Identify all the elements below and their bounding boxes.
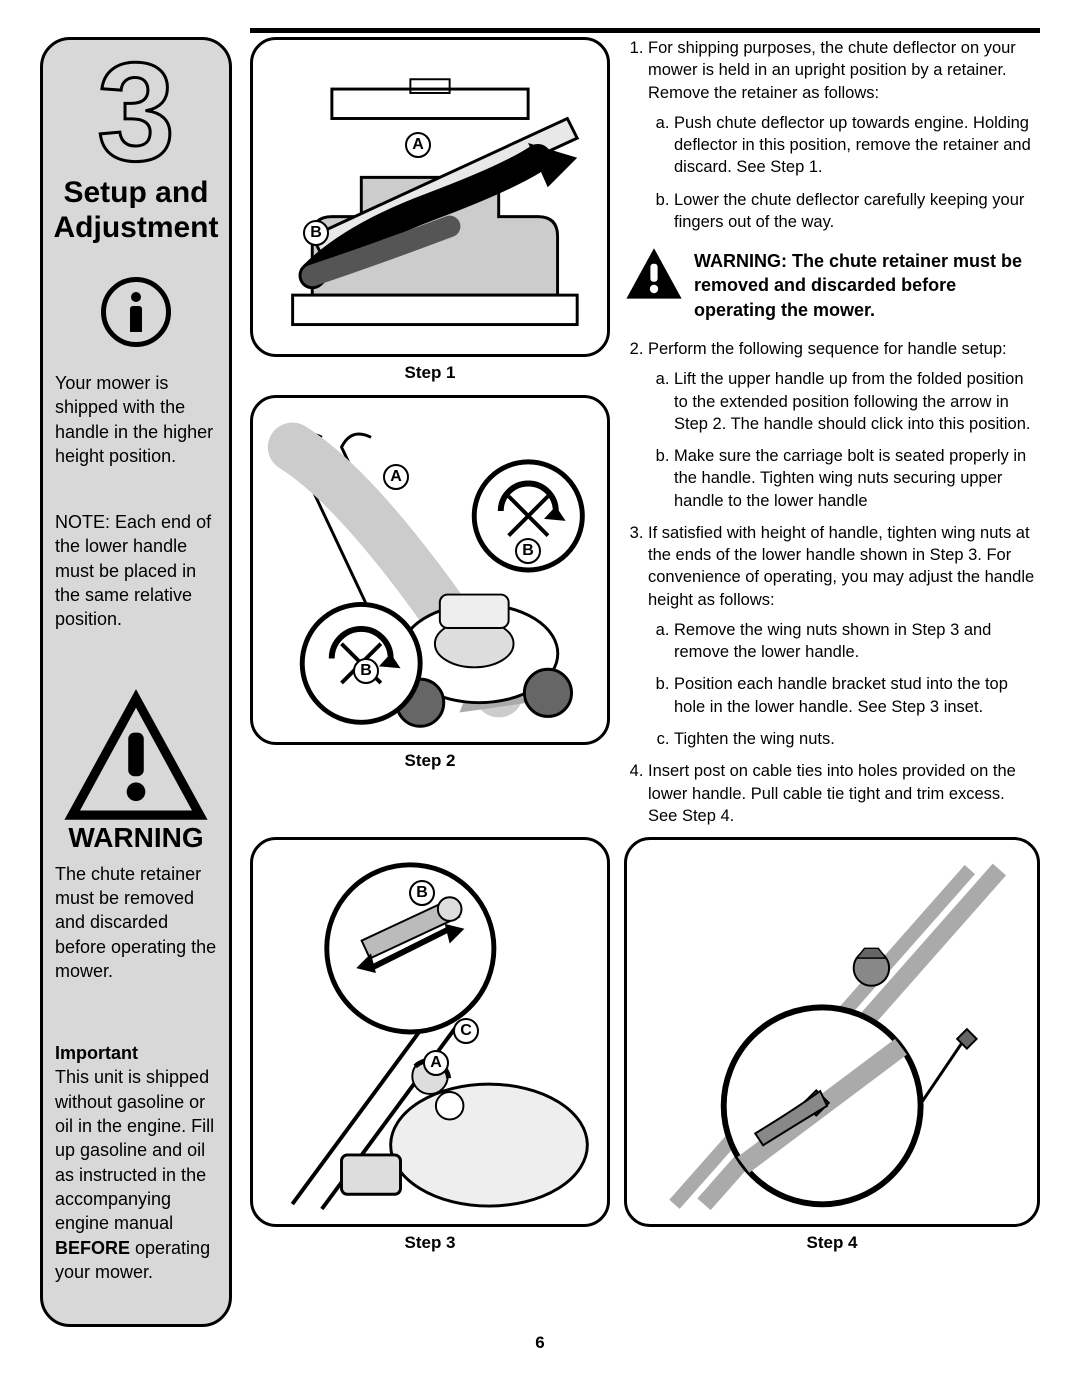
section-title: Setup and Adjustment (54, 176, 219, 245)
figure-step2: A B B (250, 395, 610, 745)
figure-column: A B Step 1 (250, 37, 610, 837)
instr-3-sublist: Remove the wing nuts shown in Step 3 and… (648, 619, 1036, 750)
instr-3-text: If satisfied with height of handle, tigh… (648, 524, 1034, 609)
inline-warning-text: WARNING: The chute retainer must be remo… (694, 247, 1036, 322)
main-area: A B Step 1 (250, 37, 1040, 1327)
important-label: Important (55, 1043, 138, 1063)
instr-4: Insert post on cable ties into holes pro… (648, 760, 1036, 827)
callout-A: A (405, 132, 431, 158)
section-title-line1: Setup and (63, 176, 208, 209)
inline-warning: WARNING: The chute retainer must be remo… (624, 247, 1036, 322)
info-icon-dot (131, 292, 141, 302)
instr-3: If satisfied with height of handle, tigh… (648, 522, 1036, 750)
info-icon-stem (130, 306, 142, 332)
instr-1-sublist: Push chute deflector up towards engine. … (648, 112, 1036, 233)
callout-B: B (303, 220, 329, 246)
important-pre: This unit is shipped without gasoline or… (55, 1067, 214, 1233)
sidebar-intro: Your mower is shipped with the handle in… (55, 371, 217, 468)
section-title-line2: Adjustment (54, 211, 219, 244)
step4-label: Step 4 (624, 1233, 1040, 1253)
callout-B3: B (409, 880, 435, 906)
sidebar-note: NOTE: Each end of the lower handle must … (55, 510, 217, 631)
sidebar-warning-text: The chute retainer must be removed and d… (55, 862, 217, 983)
instr-2-sublist: Lift the upper handle up from the folded… (648, 368, 1036, 512)
warning-heading: WARNING (68, 822, 203, 854)
instr-2: Perform the following sequence for handl… (648, 338, 1036, 512)
callout-B2b: B (353, 658, 379, 684)
step1-illustration (253, 40, 607, 354)
callout-C3: C (453, 1018, 479, 1044)
info-icon (101, 277, 171, 347)
figure-step3: B C A (250, 837, 610, 1227)
section-number: 3 (97, 42, 175, 182)
instruction-text: For shipping purposes, the chute deflect… (624, 37, 1040, 837)
warning-triangle-icon (56, 686, 216, 826)
instr-1: For shipping purposes, the chute deflect… (648, 37, 1036, 233)
step2-illustration (253, 398, 607, 742)
instruction-list: For shipping purposes, the chute deflect… (624, 37, 1036, 233)
page-number: 6 (40, 1333, 1040, 1353)
step3-label: Step 3 (250, 1233, 610, 1253)
top-rule (250, 28, 1040, 33)
instr-1a: Push chute deflector up towards engine. … (674, 112, 1036, 179)
sidebar: 3 Setup and Adjustment Your mower is shi… (40, 37, 232, 1327)
instr-2-text: Perform the following sequence for handl… (648, 340, 1007, 358)
instr-1-text: For shipping purposes, the chute deflect… (648, 39, 1016, 102)
callout-A3: A (423, 1050, 449, 1076)
step4-illustration (627, 840, 1037, 1224)
instr-2b: Make sure the carriage bolt is seated pr… (674, 445, 1036, 512)
important-bold: BEFORE (55, 1238, 130, 1258)
manual-page: 3 Setup and Adjustment Your mower is shi… (0, 0, 1080, 1397)
step1-label: Step 1 (250, 363, 610, 383)
figure-step4 (624, 837, 1040, 1227)
instruction-list-cont: Perform the following sequence for handl… (624, 338, 1036, 827)
instr-3a: Remove the wing nuts shown in Step 3 and… (674, 619, 1036, 664)
step2-label: Step 2 (250, 751, 610, 771)
callout-B2a: B (515, 538, 541, 564)
sidebar-important: Important This unit is shipped without g… (55, 1041, 217, 1284)
inline-warning-triangle-icon (624, 247, 684, 301)
content-row: 3 Setup and Adjustment Your mower is shi… (40, 37, 1040, 1327)
figure-step1: A B (250, 37, 610, 357)
bottom-figure-row: B C A Step 3 (250, 837, 1040, 1253)
instr-3c: Tighten the wing nuts. (674, 728, 1036, 750)
callout-A2: A (383, 464, 409, 490)
instr-1b: Lower the chute deflector carefully keep… (674, 189, 1036, 234)
instr-2a: Lift the upper handle up from the folded… (674, 368, 1036, 435)
instr-3b: Position each handle bracket stud into t… (674, 673, 1036, 718)
